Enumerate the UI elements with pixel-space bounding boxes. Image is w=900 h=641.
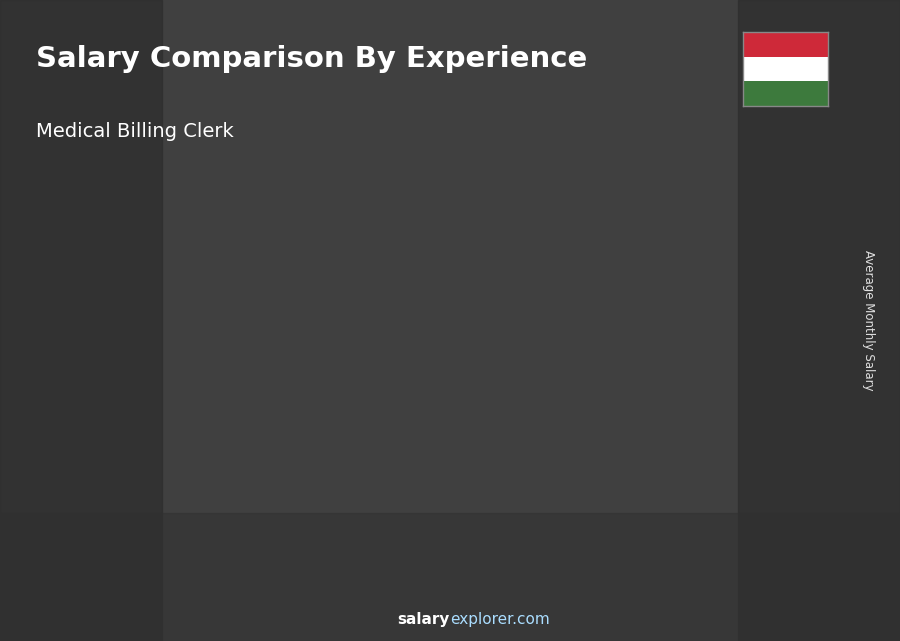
Text: Medical Billing Clerk: Medical Billing Clerk: [36, 122, 234, 141]
Text: salary: salary: [398, 612, 450, 627]
Bar: [324, 341, 389, 577]
Polygon shape: [758, 234, 770, 577]
Polygon shape: [266, 390, 277, 577]
Text: 241,000 HUF: 241,000 HUF: [356, 262, 441, 274]
Polygon shape: [324, 328, 400, 341]
Text: +19%: +19%: [389, 222, 447, 240]
Bar: [201, 401, 266, 577]
Text: 114,000 HUF: 114,000 HUF: [72, 416, 158, 429]
Bar: [571, 273, 634, 577]
Polygon shape: [571, 257, 647, 273]
Bar: [0, 0, 162, 641]
Bar: [0, 513, 900, 641]
Text: +8%: +8%: [518, 199, 564, 217]
Bar: [694, 251, 758, 577]
Text: +32%: +32%: [142, 332, 201, 350]
Bar: [738, 0, 900, 641]
Bar: [78, 444, 142, 577]
Polygon shape: [389, 328, 400, 577]
Polygon shape: [78, 435, 154, 444]
Text: +34%: +34%: [266, 270, 324, 288]
Text: Salary Comparison By Experience: Salary Comparison By Experience: [36, 45, 587, 73]
Bar: [742, 32, 828, 56]
Polygon shape: [142, 435, 154, 577]
Text: 151,000 HUF: 151,000 HUF: [109, 371, 195, 384]
Polygon shape: [694, 234, 770, 251]
Text: 260,000 HUF: 260,000 HUF: [479, 238, 564, 251]
Text: Average Monthly Salary: Average Monthly Salary: [862, 250, 875, 391]
Polygon shape: [447, 280, 524, 296]
Text: 202,000 HUF: 202,000 HUF: [232, 309, 319, 322]
Text: +7%: +7%: [642, 176, 688, 194]
Text: 114,000 HUF: 114,000 HUF: [72, 416, 158, 429]
Bar: [447, 296, 512, 577]
Text: 279,000 HUF: 279,000 HUF: [602, 215, 688, 228]
Polygon shape: [512, 280, 524, 577]
Polygon shape: [634, 257, 647, 577]
Polygon shape: [201, 390, 277, 401]
Bar: [742, 81, 828, 106]
Bar: [742, 56, 828, 81]
Text: explorer.com: explorer.com: [450, 612, 550, 627]
